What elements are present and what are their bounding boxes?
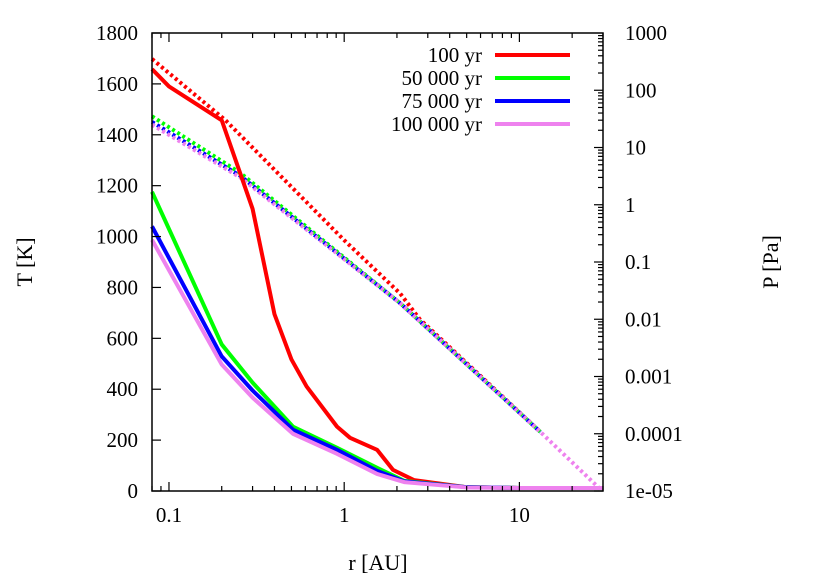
x-axis-label: r [AU] [348,550,407,575]
pressure-line-3 [150,123,602,491]
y2-tick-label: 0.1 [625,250,651,274]
y-tick-label: 800 [107,275,139,299]
x-tick-label: 10 [509,503,530,527]
y-tick-label: 200 [107,428,139,452]
y2-axis-label: P [Pa] [758,235,783,289]
pressure-line-2 [150,120,542,434]
y-tick-label: 1600 [96,72,138,96]
temperature-line-3 [150,238,603,490]
y2-tick-label: 10 [625,136,646,160]
y-tick-label: 600 [107,326,139,350]
legend-label: 100 000 yr [391,112,482,136]
y-tick-label: 400 [107,377,139,401]
legend-label: 100 yr [428,43,482,67]
y2-tick-label: 1000 [625,21,667,45]
y-tick-label: 1200 [96,174,138,198]
x-tick-label: 0.1 [156,503,182,527]
y2-tick-label: 1 [625,193,636,217]
y-tick-label: 1800 [96,21,138,45]
pressure-line-0 [150,57,542,434]
legend-label: 50 000 yr [402,66,483,90]
y-tick-label: 1000 [96,225,138,249]
y2-tick-label: 1e-05 [625,479,673,503]
legend-label: 75 000 yr [402,89,483,113]
y2-tick-label: 0.01 [625,307,662,331]
y-axis-label: T [K] [12,237,37,286]
y2-tick-label: 0.001 [625,365,672,389]
y2-tick-label: 100 [625,78,657,102]
temperature-line-1 [150,190,603,490]
pressure-line-1 [150,114,542,434]
y-tick-label: 0 [128,479,139,503]
y2-tick-label: 0.0001 [625,422,683,446]
x-tick-label: 1 [339,503,350,527]
y-tick-label: 1400 [96,123,138,147]
